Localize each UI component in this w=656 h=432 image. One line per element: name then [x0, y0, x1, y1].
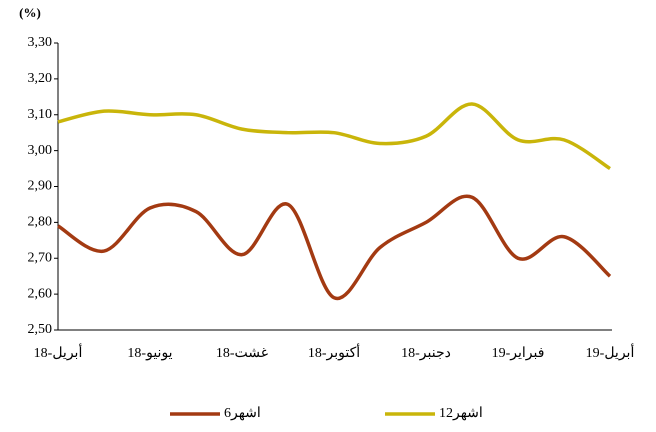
x-tick-label: دجنبر-18 [401, 346, 451, 361]
line [57, 102, 611, 171]
y-tick-label: 3,30 [28, 35, 53, 50]
x-tick-label: أبريل-19 [586, 342, 635, 361]
x-tick-label: يونيو-18 [127, 346, 172, 361]
y-tick-label: 2,90 [28, 179, 53, 194]
y-tick-label: 2,70 [28, 250, 53, 265]
y-axis-label: (%) [19, 5, 41, 20]
x-tick-label: أكتوبر-18 [308, 342, 360, 361]
legend-label: 12اشهر [439, 406, 483, 421]
y-tick-label: 2,80 [28, 215, 53, 230]
x-tick-label: أبريل-18 [34, 342, 83, 361]
x-tick-label: غشت-18 [216, 346, 268, 361]
y-tick-label: 2,50 [28, 322, 53, 337]
y-tick-label: 3,00 [28, 143, 53, 158]
y-tick-label: 2,60 [28, 286, 53, 301]
line [57, 194, 612, 301]
x-tick-label: فبراير-19 [492, 346, 545, 361]
y-tick-label: 3,10 [28, 107, 53, 122]
legend-label: 6اشهر [224, 406, 261, 421]
y-tick-label: 3,20 [28, 71, 53, 86]
